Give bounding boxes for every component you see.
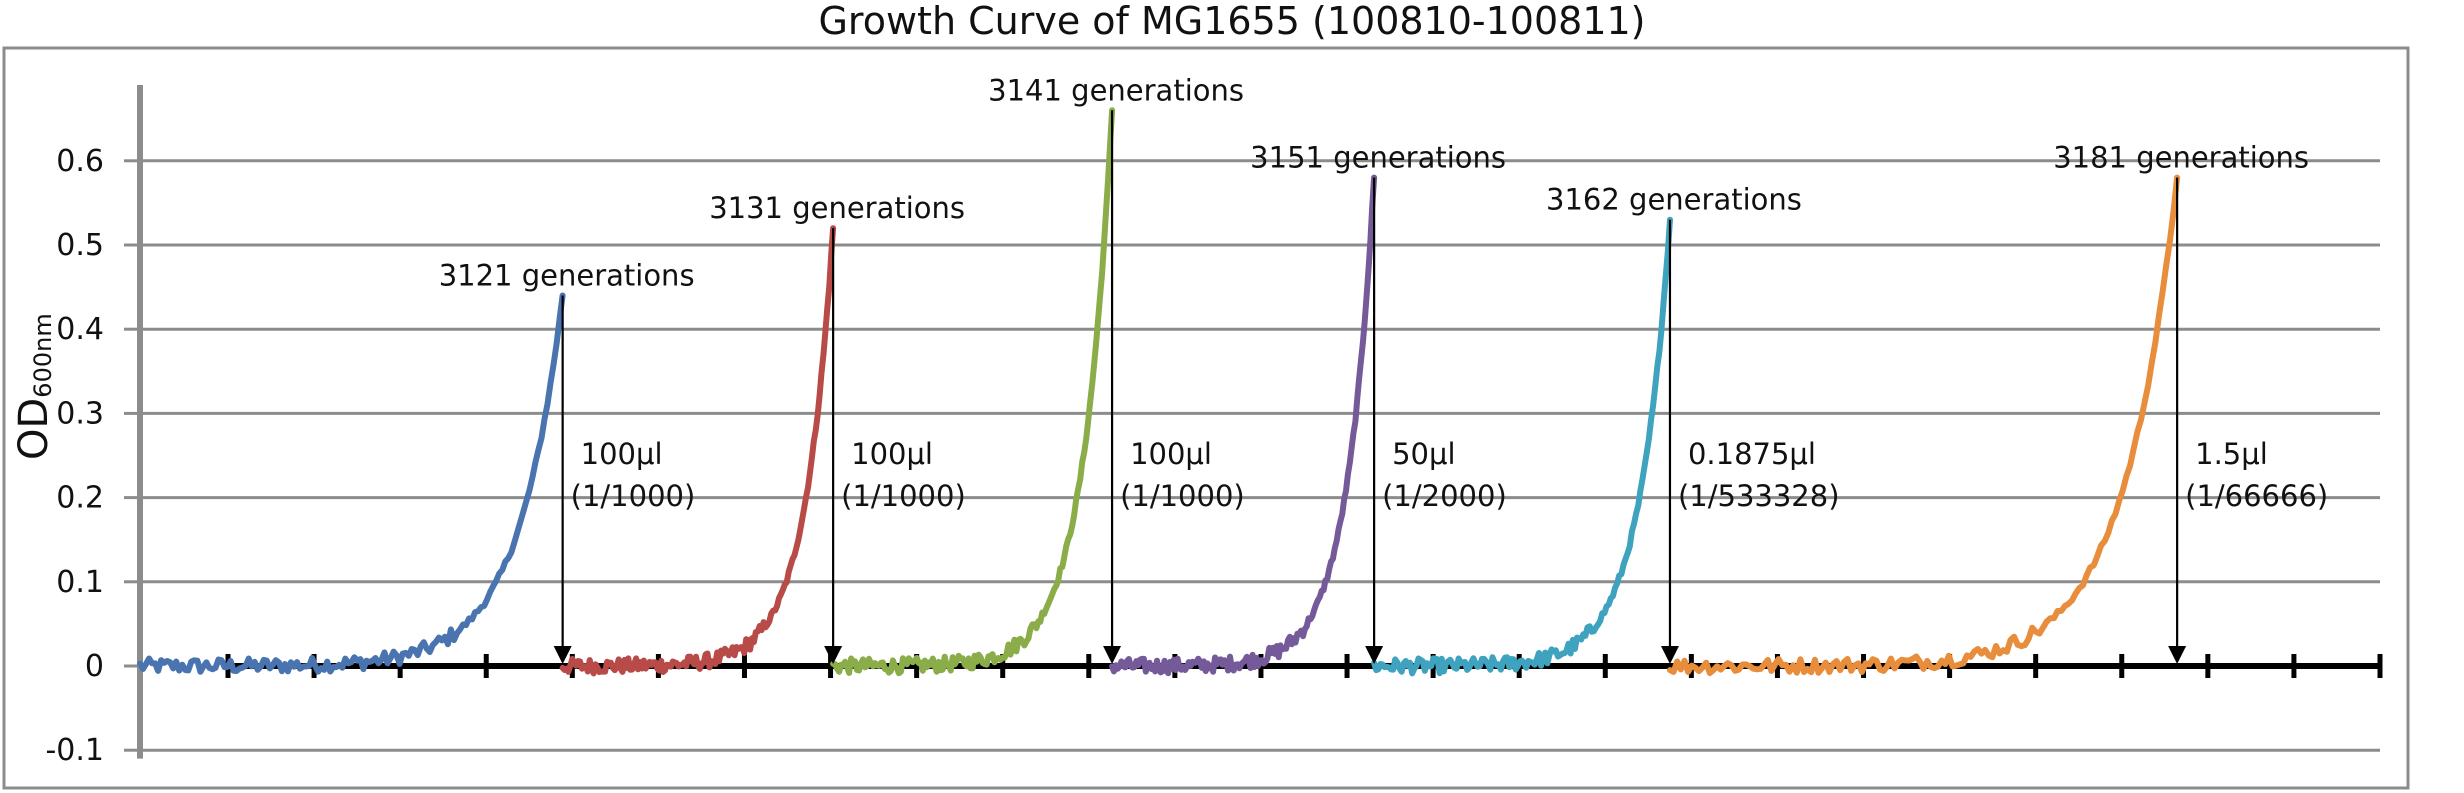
plot-frame [2,46,2410,790]
series-line-3 [830,107,1116,677]
transfer-volume: 1.5μl [2195,437,2268,471]
arrow-head [553,646,572,664]
series-lines [137,107,2181,677]
transfer-volume: 100μl [1130,437,1212,471]
series-line-6 [1667,174,2181,677]
transfer-volume: 0.1875μl [1688,437,1816,471]
transfer-volume: 100μl [851,437,933,471]
series-line-1 [137,292,566,675]
dilution-ratio: (1/1000) [841,479,966,513]
dilution-ratio: (1/1000) [1120,479,1245,513]
series-line-5 [1371,216,1673,677]
dilution-ratio: (1/2000) [1382,479,1507,513]
dilution-ratio: (1/1000) [571,479,696,513]
y-tick-label: 0.3 [56,396,104,431]
annotations: 3121 generations 100μl (1/1000) 3131 genera… [439,73,2328,664]
dilution-ratio: (1/533328) [1678,479,1840,513]
y-tick-label: 0.5 [56,228,104,263]
generation-label: 3162 generations [1546,183,1802,217]
transfer-volume: 100μl [581,437,663,471]
arrow-head [2168,646,2187,664]
transfer-volume: 50μl [1392,437,1455,471]
y-tick-label: 0.2 [56,481,104,516]
y-tick-label: -0.1 [45,733,104,768]
y-tick-label: 0 [85,649,104,684]
arrow-head [1365,646,1384,664]
generation-label: 3181 generations [2053,141,2309,175]
generation-label: 3131 generations [709,191,965,225]
series-line-2 [559,225,837,677]
generation-label: 3141 generations [988,73,1244,107]
y-tick-label: 0.6 [56,144,104,179]
arrow-head [1660,646,1679,664]
arrow-head [1103,646,1122,664]
y-tick-label: 0.1 [56,565,104,600]
chart-title: Growth Curve of MG1655 (100810-100811) [818,0,1645,43]
y-tick-label: 0.4 [56,312,104,347]
dilution-ratio: (1/66666) [2185,479,2328,513]
series-line-4 [1109,174,1378,677]
y-axis-label: OD600nm [11,313,57,460]
generation-label: 3151 generations [1250,141,1506,175]
arrow-head [824,646,843,664]
generation-label: 3121 generations [439,259,695,293]
gridlines [140,159,2380,752]
